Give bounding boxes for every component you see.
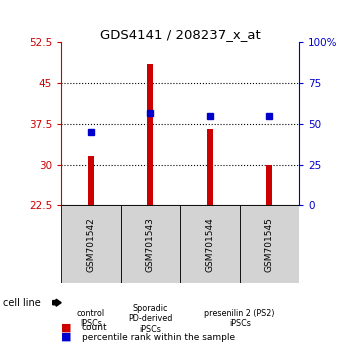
Text: GSM701545: GSM701545 — [265, 217, 274, 272]
Bar — [180, 205, 240, 283]
Bar — [121, 205, 180, 283]
Text: presenilin 2 (PS2)
iPSCs: presenilin 2 (PS2) iPSCs — [204, 309, 275, 328]
Text: ■: ■ — [61, 322, 72, 332]
Text: count: count — [82, 323, 107, 332]
Bar — [61, 205, 121, 283]
Text: percentile rank within the sample: percentile rank within the sample — [82, 332, 235, 342]
Bar — [148, 64, 153, 205]
Text: ■: ■ — [61, 332, 72, 342]
Bar — [88, 156, 94, 205]
Title: GDS4141 / 208237_x_at: GDS4141 / 208237_x_at — [100, 28, 260, 41]
Text: control
IPSCs: control IPSCs — [77, 309, 105, 328]
Text: GSM701542: GSM701542 — [86, 217, 96, 272]
Text: Sporadic
PD-derived
iPSCs: Sporadic PD-derived iPSCs — [128, 304, 173, 333]
Text: cell line: cell line — [3, 298, 41, 308]
Bar — [267, 165, 272, 205]
Bar — [240, 205, 299, 283]
Text: GSM701543: GSM701543 — [146, 217, 155, 272]
Bar — [207, 129, 213, 205]
Text: GSM701544: GSM701544 — [205, 217, 215, 272]
